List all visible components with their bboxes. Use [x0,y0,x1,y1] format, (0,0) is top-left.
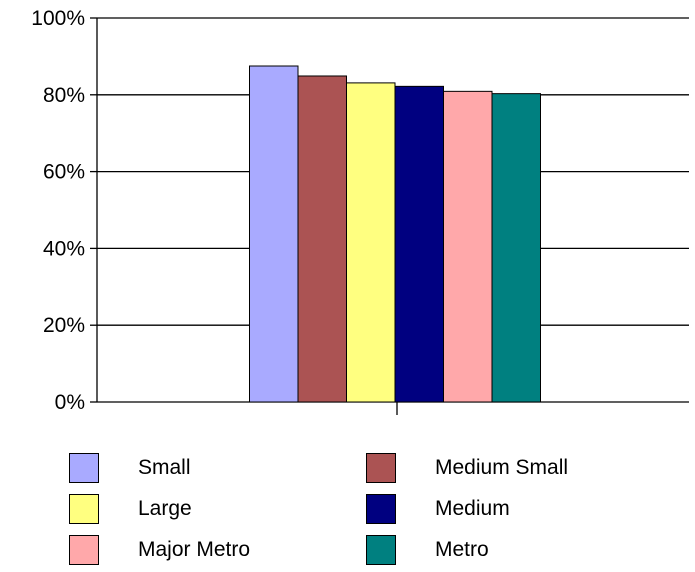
legend-item-major-metro: Major Metro [69,533,250,567]
legend-item-metro: Metro [366,533,489,567]
y-tick-label: 100% [31,7,85,30]
bar-medium [394,85,444,403]
y-tick-label: 60% [43,161,85,184]
bar-metro [491,93,541,403]
legend-label-small: Small [138,456,191,479]
legend-label-major-metro: Major Metro [138,538,251,561]
legend-swatch-medium-small [366,453,396,483]
bar-large [346,82,396,403]
legend-item-large: Large [69,492,192,526]
legend-swatch-medium [366,494,396,524]
legend-swatch-major-metro [69,535,99,565]
legend-swatch-small [69,453,99,483]
legend-label-metro: Metro [435,538,489,561]
legend-item-small: Small [69,451,191,485]
y-tick-label: 80% [43,84,85,107]
legend-swatch-metro [366,535,396,565]
bar-major-metro [443,90,493,403]
chart-legend: Small Large Major Metro Medium Small Med… [0,448,695,572]
legend-swatch-large [69,494,99,524]
y-tick-label: 40% [43,237,85,260]
bar-small [249,65,299,403]
y-tick-label: 20% [43,314,85,337]
y-tick-label: 0% [55,391,85,414]
chart-plot-area: 0% 20% 40% 60% 80% 100% [31,7,689,415]
legend-item-medium-small: Medium Small [366,451,568,485]
legend-label-medium-small: Medium Small [435,456,569,479]
bar-medium-small [297,75,347,403]
legend-item-medium: Medium [366,492,510,526]
legend-label-medium: Medium [435,497,510,520]
legend-label-large: Large [138,497,192,520]
